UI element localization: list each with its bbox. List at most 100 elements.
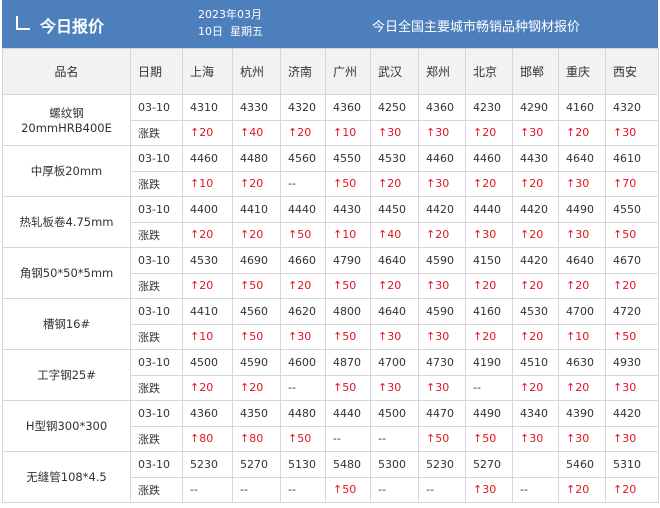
- price-cell: 4440: [465, 196, 513, 223]
- price-row: 热轧板卷4.75mm 03-10 4400 4410 4440 4430 4450 4420 4…: [2, 196, 659, 248]
- change-cell: ↑50: [325, 323, 371, 350]
- date-cell: 03-10: [130, 349, 183, 376]
- price-cell: 4610: [605, 145, 659, 172]
- change-cell: ↑20: [280, 272, 326, 299]
- price-cell: 4800: [325, 298, 371, 325]
- change-cell: ↑20: [182, 272, 233, 299]
- price-cell: 4460: [182, 145, 233, 172]
- change-cell: ↑50: [280, 221, 326, 248]
- price-cell: [512, 451, 559, 478]
- price-cell: 4460: [418, 145, 466, 172]
- change-cell: ↑50: [232, 272, 281, 299]
- price-cell: 4530: [512, 298, 559, 325]
- change-cell: ↑20: [232, 170, 281, 197]
- change-cell: --: [370, 476, 419, 503]
- price-cell: 4590: [418, 298, 466, 325]
- change-cell: ↑20: [232, 374, 281, 401]
- change-cell: ↑30: [558, 221, 606, 248]
- change-label: 涨跌: [130, 170, 183, 197]
- price-cell: 4640: [558, 145, 606, 172]
- price-cell: 4350: [232, 400, 281, 427]
- price-cell: 5230: [182, 451, 233, 478]
- price-row: 工字钢25# 03-10 4500 4590 4600 4870 4700 4730 4190 4…: [2, 349, 659, 401]
- date-cell: 03-10: [130, 196, 183, 223]
- product-name: 工字钢25#: [2, 349, 131, 401]
- price-cell: 4430: [512, 145, 559, 172]
- price-cell: 4930: [605, 349, 659, 376]
- price-cell: 5300: [370, 451, 419, 478]
- change-cell: ↑30: [418, 119, 466, 146]
- column-header: 西安: [605, 48, 659, 95]
- date-cell: 03-10: [130, 400, 183, 427]
- product-name: 角钢50*50*5mm: [2, 247, 131, 299]
- price-cell: 4410: [182, 298, 233, 325]
- header-bar: 今日报价 2023年03月 10日 星期五 今日全国主要城市畅销品种钢材报价: [2, 0, 658, 48]
- product-name: 槽钢16#: [2, 298, 131, 350]
- price-table: 品名 日期 上海 杭州 济南 广州 武汉 郑州 北京 邯郸 重庆 西安 螺纹钢 20mmHRB400E…: [2, 48, 659, 503]
- title: 今日报价: [40, 17, 105, 36]
- change-cell: --: [182, 476, 233, 503]
- column-header: 济南: [280, 48, 326, 95]
- change-cell: ↑10: [182, 170, 233, 197]
- change-cell: ↑30: [512, 119, 559, 146]
- price-row: 螺纹钢 20mmHRB400E 03-10 4310 4330 4320 4360 4250…: [2, 94, 659, 146]
- change-cell: ↑70: [605, 170, 659, 197]
- price-cell: 5270: [465, 451, 513, 478]
- change-cell: ↑30: [558, 170, 606, 197]
- price-cell: 4490: [465, 400, 513, 427]
- change-cell: ↑50: [232, 323, 281, 350]
- price-cell: 4250: [370, 94, 419, 121]
- change-label: 涨跌: [130, 425, 183, 452]
- column-header: 郑州: [418, 48, 466, 95]
- price-cell: 4640: [370, 298, 419, 325]
- subtitle: 今日全国主要城市畅销品种钢材报价: [372, 20, 581, 35]
- change-cell: ↑40: [370, 221, 419, 248]
- change-cell: ↑20: [232, 221, 281, 248]
- price-cell: 4480: [232, 145, 281, 172]
- column-header: 广州: [325, 48, 371, 95]
- product-name: 螺纹钢 20mmHRB400E: [2, 94, 131, 146]
- price-row: 中厚板20mm 03-10 4460 4480 4560 4550 4530 4460 4460…: [2, 145, 659, 197]
- icon: [16, 16, 30, 30]
- price-row: 槽钢16# 03-10 4410 4560 4620 4800 4640 4590 4160 45…: [2, 298, 659, 350]
- price-cell: 5480: [325, 451, 371, 478]
- change-cell: ↑30: [370, 374, 419, 401]
- change-cell: ↑20: [558, 476, 606, 503]
- price-cell: 4450: [370, 196, 419, 223]
- change-cell: ↑30: [465, 476, 513, 503]
- price-cell: 4480: [280, 400, 326, 427]
- product-name: 无缝管108*4.5: [2, 451, 131, 503]
- price-cell: 5270: [232, 451, 281, 478]
- change-cell: ↑20: [605, 272, 659, 299]
- price-cell: 4870: [325, 349, 371, 376]
- price-cell: 4420: [512, 196, 559, 223]
- price-cell: 4590: [232, 349, 281, 376]
- change-cell: ↑50: [605, 323, 659, 350]
- change-cell: --: [325, 425, 371, 452]
- change-cell: ↑10: [558, 323, 606, 350]
- price-cell: 4640: [558, 247, 606, 274]
- change-cell: ↑20: [512, 323, 559, 350]
- price-cell: 4530: [370, 145, 419, 172]
- change-cell: ↑50: [280, 425, 326, 452]
- price-cell: 4310: [182, 94, 233, 121]
- change-cell: ↑30: [605, 374, 659, 401]
- price-cell: 4390: [558, 400, 606, 427]
- date-cell: 03-10: [130, 451, 183, 478]
- change-cell: ↑20: [370, 272, 419, 299]
- price-cell: 4410: [232, 196, 281, 223]
- change-cell: --: [280, 476, 326, 503]
- change-row: 涨跌 ↑10 ↑50 ↑30 ↑50 ↑30 ↑30 ↑20 ↑20 ↑10 ↑50: [3, 323, 659, 350]
- change-cell: ↑20: [370, 170, 419, 197]
- change-cell: ↑50: [325, 272, 371, 299]
- change-cell: ↑20: [512, 272, 559, 299]
- change-cell: ↑80: [232, 425, 281, 452]
- change-cell: --: [512, 476, 559, 503]
- product-name: 热轧板卷4.75mm: [2, 196, 131, 248]
- change-cell: ↑50: [325, 374, 371, 401]
- change-cell: ↑80: [182, 425, 233, 452]
- price-cell: 4420: [605, 400, 659, 427]
- price-cell: 4550: [325, 145, 371, 172]
- change-cell: --: [232, 476, 281, 503]
